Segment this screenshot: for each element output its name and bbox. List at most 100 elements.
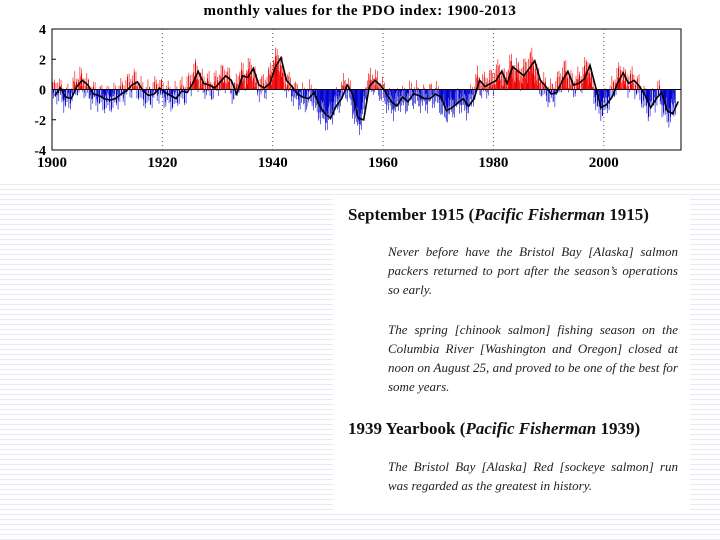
positive-bar	[261, 75, 263, 90]
positive-bar	[336, 87, 337, 90]
positive-bar	[230, 88, 232, 90]
positive-bar	[128, 73, 130, 90]
x-tick-label: 1920	[147, 155, 177, 171]
negative-bar	[105, 89, 106, 95]
negative-bar	[144, 89, 146, 109]
negative-bar	[364, 89, 365, 110]
positive-bar	[228, 82, 229, 90]
positive-bar	[282, 73, 283, 90]
negative-bar	[669, 89, 670, 112]
negative-bar	[464, 89, 466, 106]
positive-bar	[155, 79, 157, 90]
positive-bar	[514, 80, 515, 90]
positive-bar	[223, 82, 225, 90]
negative-bar	[454, 89, 456, 104]
negative-bar	[471, 89, 473, 95]
positive-bar	[552, 84, 553, 90]
positive-bar	[159, 79, 161, 90]
positive-bar	[613, 80, 615, 90]
y-tick-label: 0	[39, 84, 46, 99]
positive-bar	[127, 74, 129, 90]
negative-bar	[180, 89, 182, 98]
positive-bar	[527, 82, 529, 90]
positive-bar	[237, 83, 238, 90]
negative-bar	[391, 89, 393, 111]
positive-bar	[559, 76, 560, 90]
negative-bar	[233, 89, 234, 100]
positive-bar	[618, 67, 619, 90]
positive-bar	[79, 66, 81, 90]
positive-bar	[263, 83, 265, 90]
negative-bar	[211, 89, 212, 100]
positive-bar	[619, 80, 620, 90]
negative-bar	[356, 89, 357, 107]
negative-bar	[386, 89, 387, 114]
negative-bar	[548, 89, 549, 102]
negative-bar	[305, 89, 307, 96]
negative-bar	[395, 89, 397, 94]
positive-bar	[572, 73, 574, 90]
positive-bar	[147, 79, 149, 90]
negative-bar	[334, 89, 335, 97]
positive-bar	[645, 88, 647, 90]
positive-bar	[617, 83, 619, 90]
positive-bar	[524, 74, 525, 90]
negative-bar	[450, 89, 451, 92]
negative-bar	[486, 89, 488, 99]
negative-bar	[70, 89, 72, 110]
negative-bar	[655, 89, 656, 104]
negative-bar	[561, 89, 563, 93]
positive-bar	[62, 88, 64, 90]
positive-bar	[633, 74, 635, 90]
positive-bar	[280, 77, 282, 90]
positive-bar	[521, 77, 523, 90]
positive-bar	[52, 82, 54, 90]
negative-bar	[109, 89, 111, 98]
negative-bar	[547, 89, 549, 108]
negative-bar	[576, 89, 578, 91]
negative-bar	[602, 89, 603, 116]
positive-bar	[200, 72, 201, 90]
positive-bar	[342, 84, 344, 90]
positive-bar	[295, 81, 296, 90]
positive-bar	[496, 78, 498, 90]
positive-bar	[179, 80, 181, 90]
negative-bar	[581, 89, 583, 94]
negative-bar	[354, 89, 355, 124]
negative-bar	[399, 89, 400, 92]
negative-bar	[559, 89, 561, 93]
negative-bar	[326, 89, 328, 123]
positive-bar	[169, 86, 171, 90]
negative-bar	[163, 89, 165, 108]
positive-bar	[389, 87, 390, 90]
negative-bar	[209, 89, 211, 96]
positive-bar	[264, 79, 266, 90]
negative-bar	[365, 89, 367, 99]
positive-bar	[196, 65, 198, 90]
positive-bar	[75, 81, 77, 90]
negative-bar	[639, 89, 641, 101]
negative-bar	[154, 89, 156, 92]
negative-bar	[668, 89, 669, 122]
negative-bar	[347, 89, 349, 92]
negative-bar	[104, 89, 106, 114]
negative-bar	[322, 89, 324, 102]
negative-bar	[596, 89, 598, 107]
positive-bar	[553, 87, 555, 90]
positive-bar	[268, 69, 270, 90]
positive-bar	[73, 80, 74, 90]
positive-bar	[286, 87, 288, 90]
negative-bar	[450, 89, 452, 107]
positive-bar	[228, 81, 230, 90]
negative-bar	[445, 89, 446, 102]
negative-bar	[672, 89, 674, 94]
negative-bar	[486, 89, 488, 93]
positive-bar	[57, 82, 59, 90]
positive-bar	[535, 66, 536, 90]
negative-bar	[89, 89, 90, 99]
negative-bar	[320, 89, 322, 101]
negative-bar	[408, 89, 410, 97]
negative-bar	[426, 89, 428, 105]
negative-bar	[262, 89, 263, 91]
negative-bar	[328, 89, 330, 119]
